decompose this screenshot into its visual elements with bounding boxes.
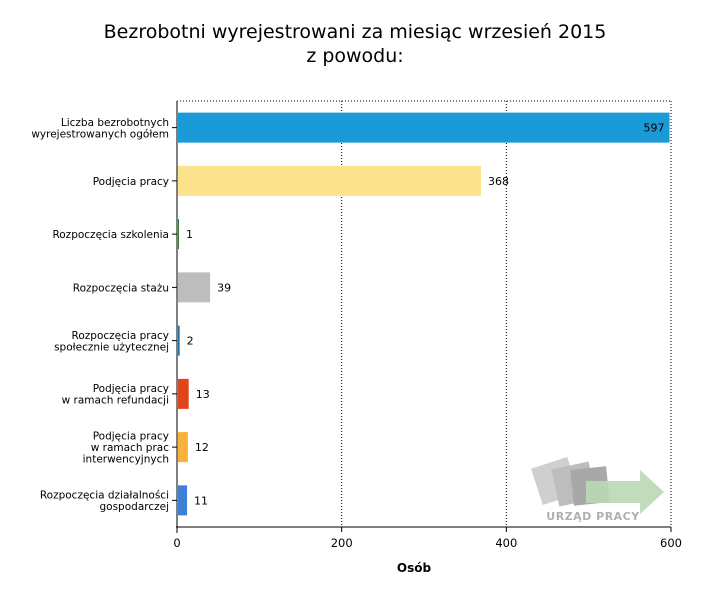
data-label: 2 [187,335,194,348]
category-label: Podjęcia pracy w ramach prac interwencyjny… [83,431,170,466]
category-label-line: Liczba bezrobotnych [61,117,169,129]
category-label-line: Rozpoczęcia szkolenia [52,229,169,241]
category-label-line: wyrejestrowanych ogółem [31,128,169,140]
category-label-line: Podjęcia pracy [93,431,169,443]
category-label-line: Podjęcia pracy [93,383,169,395]
category-label: Rozpoczęcia pracy społecznie użytecznej [54,330,169,354]
category-label: Rozpoczęcia szkolenia [52,229,169,241]
watermark-text: URZĄD PRACY [546,510,640,523]
bar [178,219,179,250]
category-label: Liczba bezrobotnych wyrejestrowanych ogół… [31,117,169,141]
bar [178,485,188,516]
category-label-line: Rozpoczęcia stażu [73,282,169,294]
category-label-line: w ramach prac [91,442,170,454]
data-label: 12 [195,441,209,454]
category-label-line: Rozpoczęcia działalności [40,490,169,502]
category-label-line: gospodarczej [100,501,170,513]
bar [178,112,670,143]
category-label: Rozpoczęcia stażu [73,282,169,294]
category-label: Podjęcia pracy w ramach refundacji [62,383,169,407]
bar [178,378,189,409]
bar [178,325,180,356]
chart-title-line-1: Bezrobotni wyrejestrowani za miesiąc wrz… [103,21,607,43]
urzad-pracy-logo: URZĄD PRACY [531,457,664,523]
category-label-line: w ramach refundacji [62,395,169,407]
bar [178,165,481,196]
data-label: 13 [196,388,210,401]
x-tick-label: 0 [173,536,180,550]
chart-title: Bezrobotni wyrejestrowani za miesiąc wrz… [0,20,710,68]
category-label: Rozpoczęcia działalności gospodarczej [40,490,169,514]
data-label: 368 [488,175,509,188]
data-label: 11 [194,494,208,507]
x-tick-label: 200 [331,536,353,550]
bar [178,272,211,303]
category-label-line: interwencyjnych [83,454,169,466]
category-label: Podjęcia pracy [93,176,169,188]
x-axis-title: Osób [397,561,432,575]
category-label-line: społecznie użytecznej [54,341,169,353]
bar [178,432,188,463]
x-tick-label: 400 [495,536,517,550]
chart-title-line-2: z powodu: [306,45,404,67]
category-label-line: Podjęcia pracy [93,176,169,188]
category-label-line: Rozpoczęcia pracy [72,330,169,342]
x-tick-label: 600 [660,536,682,550]
data-label: 39 [217,281,231,294]
data-label: 597 [644,122,665,135]
data-label: 1 [186,228,193,241]
